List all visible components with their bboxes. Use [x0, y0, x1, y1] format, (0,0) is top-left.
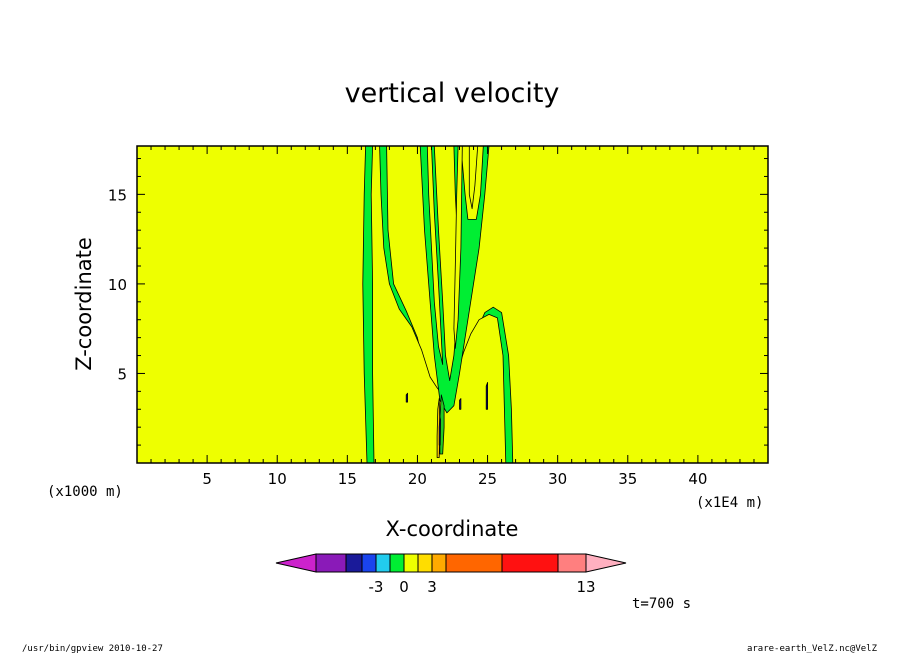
colorbar-box [361, 553, 377, 573]
colorbar-box [315, 553, 347, 573]
contour-region-small-pocket-right [459, 398, 462, 410]
x-tick-label: 25 [478, 470, 497, 488]
colorbar-box [375, 553, 391, 573]
x-tick-label: 15 [338, 470, 357, 488]
colorbar-box [501, 553, 559, 573]
contour-regions [362, 146, 514, 463]
contour-region-central-branch-hole-a [426, 146, 444, 365]
colorbar-box [403, 553, 419, 573]
plot-frame [136, 145, 769, 464]
colorbar [275, 553, 627, 573]
chart-title: vertical velocity [345, 78, 560, 109]
x-tick-label: 30 [548, 470, 567, 488]
colorbar-box [445, 553, 503, 573]
colorbar-left-arrow [275, 553, 317, 573]
z-unit-label: (x1000 m) [47, 484, 123, 500]
x-tick-label: 5 [202, 470, 212, 488]
plot-area [137, 146, 768, 463]
x-tick-label: 35 [618, 470, 637, 488]
x-tick-label: 10 [268, 470, 287, 488]
y-tick-label: 5 [117, 365, 127, 383]
colorbar-box [389, 553, 405, 573]
colorbar-tick-label: -3 [369, 578, 384, 596]
x-unit-label: (x1E4 m) [696, 495, 763, 511]
contour-region-small-pocket-left [405, 392, 409, 403]
contour-region-small-pocket-far-right [485, 381, 489, 410]
footer-right: arare-earth_VelZ.nc@VelZ [747, 644, 878, 654]
y-tick-label: 10 [108, 276, 127, 294]
y-tick-label: 15 [108, 186, 127, 204]
contour-region-updraft-core-dark [438, 415, 442, 446]
contour-region-central-branch-left [419, 146, 490, 414]
footer-left: /usr/bin/gpview 2010-10-27 [22, 644, 163, 654]
x-tick-label: 20 [408, 470, 427, 488]
colorbar-box [557, 553, 587, 573]
x-axis: 5 10 15 20 25 30 35 40 [150, 146, 755, 488]
colorbar-tick-label: 0 [399, 578, 409, 596]
y-axis-label: Z-coordinate [72, 237, 96, 371]
time-label: t=700 s [632, 596, 691, 612]
colorbar-right-arrow [585, 553, 627, 573]
contour-region-central-branch-hole-c [453, 146, 463, 349]
colorbar-labels: -3 0 3 13 [369, 578, 596, 596]
contour-region-central-branch-hole-b [468, 146, 479, 210]
colorbar-box [431, 553, 447, 573]
x-tick-label: 40 [688, 470, 707, 488]
colorbar-tick-label: 3 [427, 578, 437, 596]
x-axis-label: X-coordinate [386, 517, 519, 541]
y-axis: 5 10 15 [108, 158, 768, 446]
colorbar-box [417, 553, 433, 573]
colorbar-box [345, 553, 363, 573]
colorbar-tick-label: 13 [576, 578, 595, 596]
